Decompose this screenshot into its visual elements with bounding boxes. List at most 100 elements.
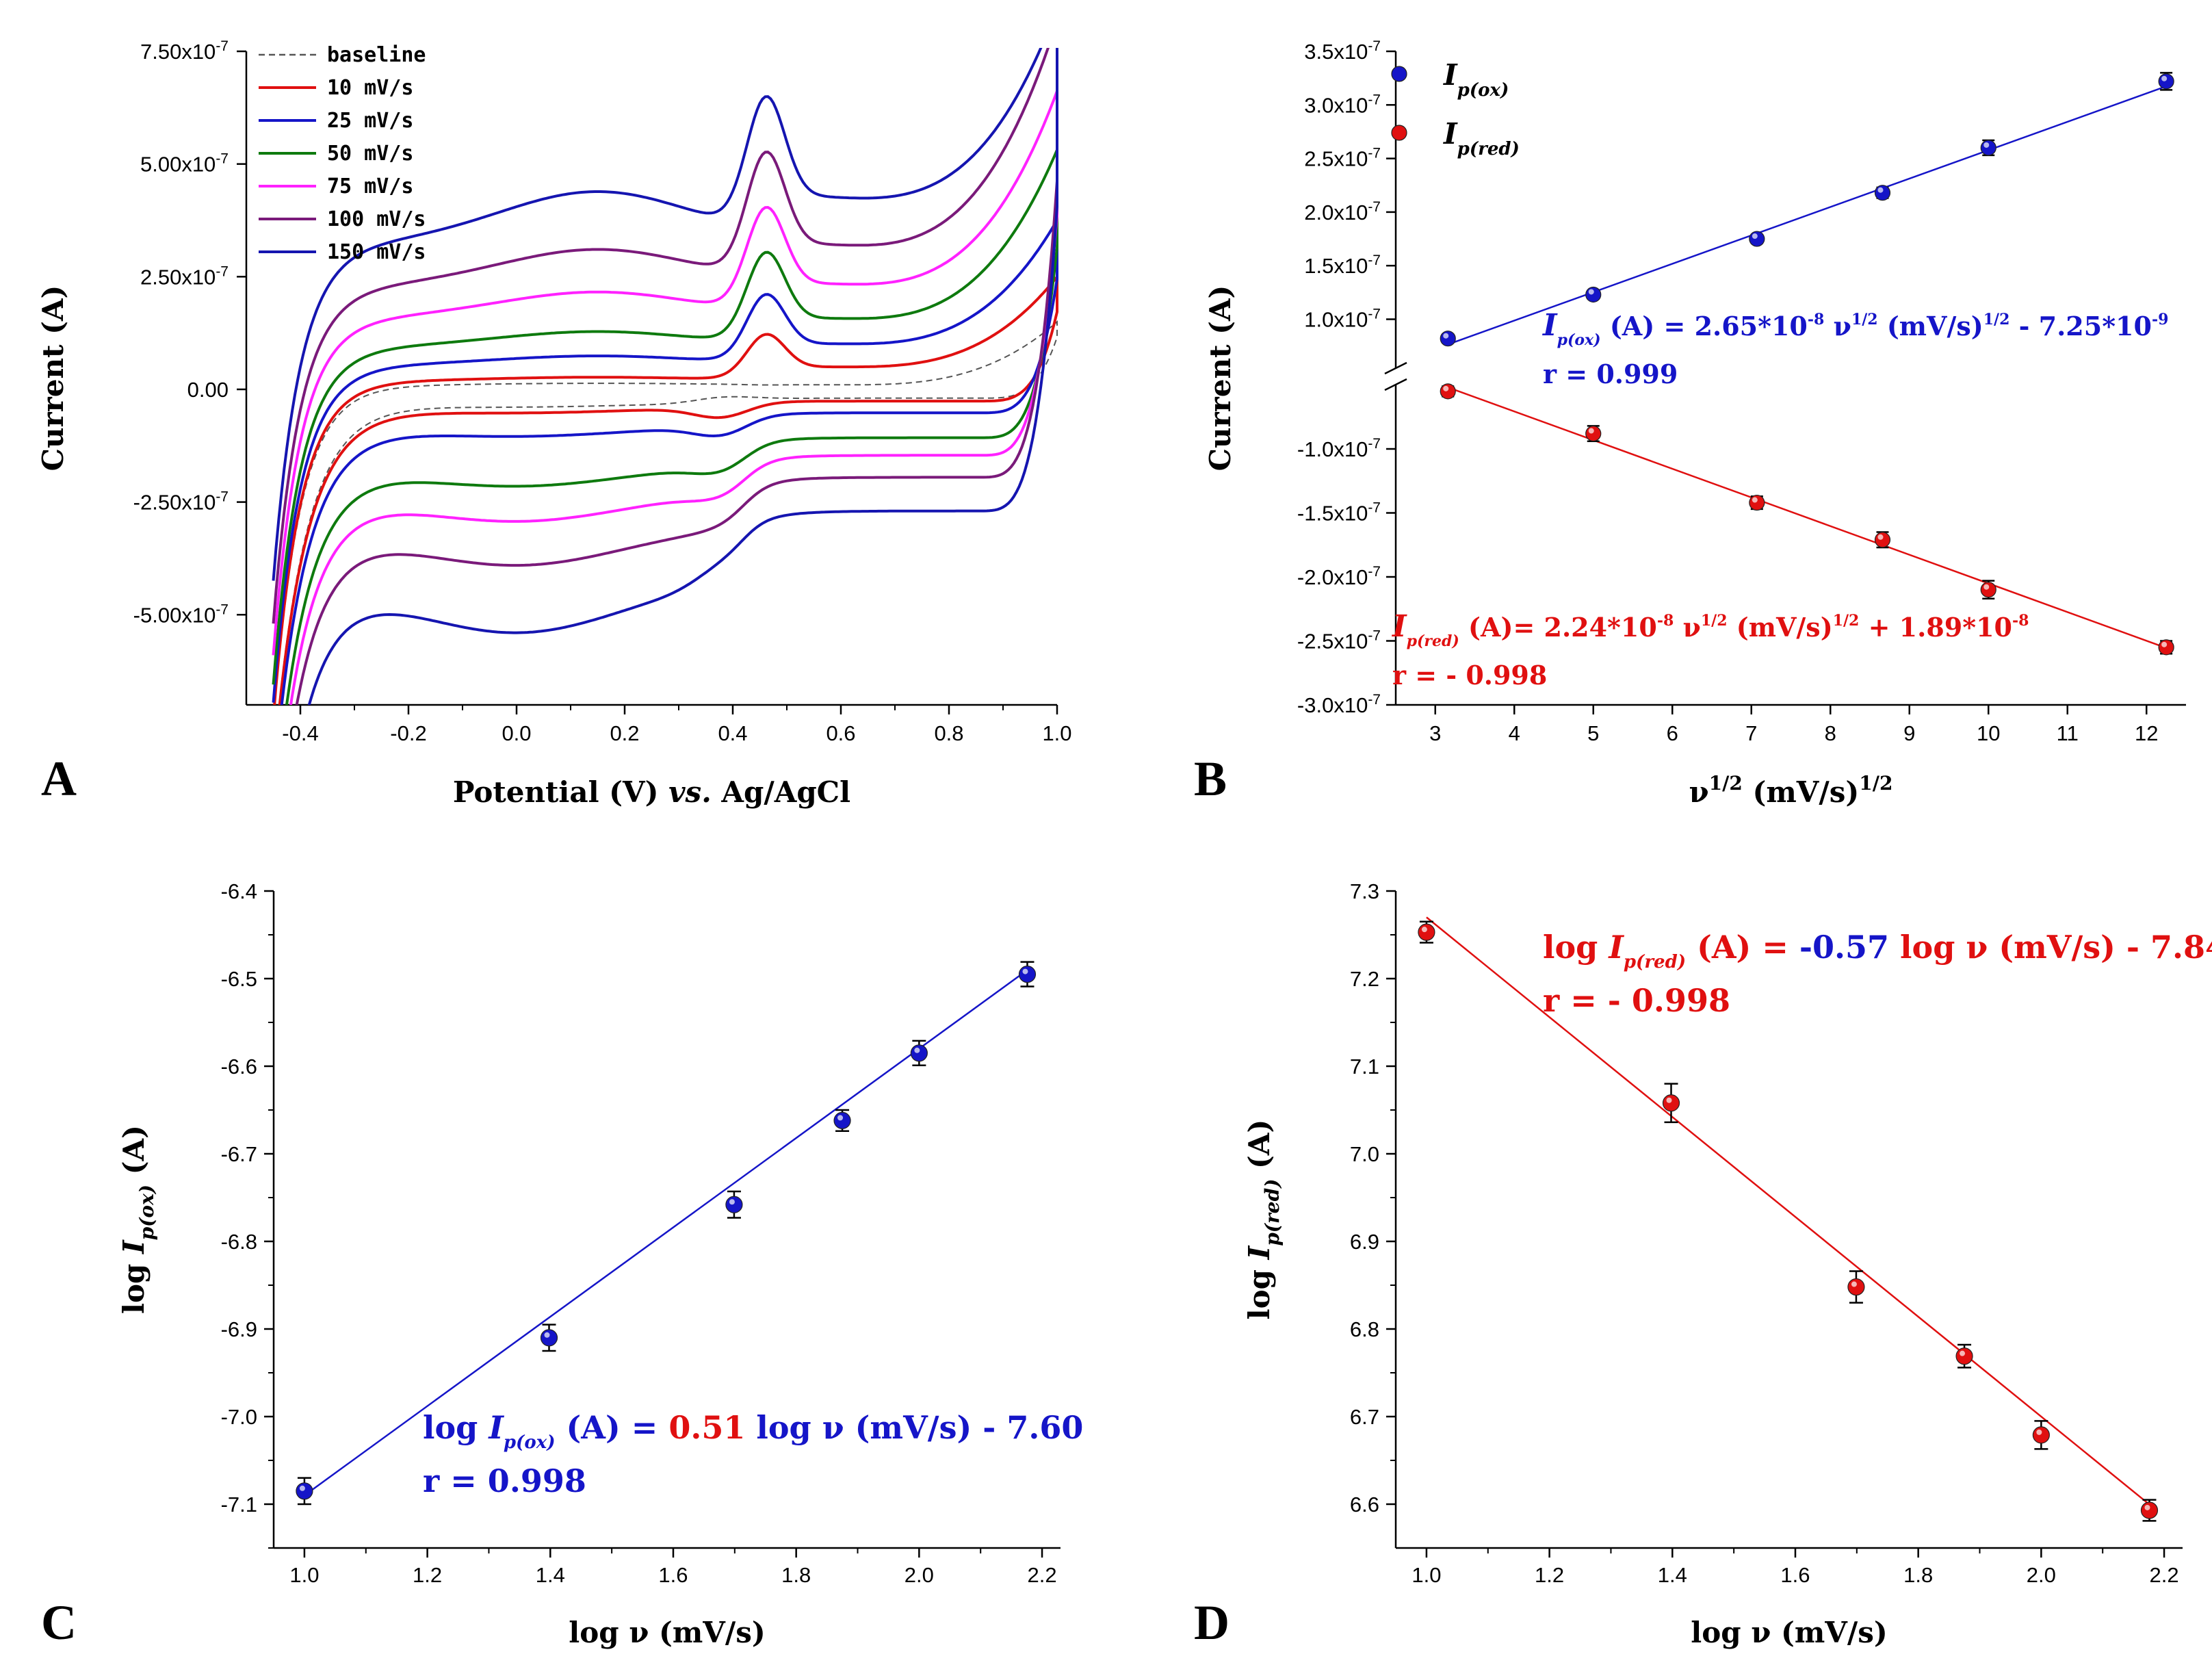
cv-curve-150-mv-s	[272, 48, 1058, 705]
r-value-red: r = - 0.998	[1392, 660, 1547, 690]
y-axis-label: log Ip(ox) (A)	[117, 1125, 158, 1314]
axis-break	[1384, 361, 1407, 375]
data-point-highlight	[2161, 641, 2168, 647]
panel-label-a: A	[41, 751, 77, 806]
data-point-highlight	[1421, 927, 1427, 933]
data-point-highlight	[1588, 428, 1594, 434]
x-tick-label: 0.0	[502, 721, 531, 745]
data-point-highlight	[1960, 1350, 1966, 1356]
x-tick-label: 11	[2057, 721, 2079, 745]
data-point-highlight	[914, 1047, 920, 1053]
data-point	[1585, 286, 1602, 303]
data-point	[1847, 1278, 1865, 1296]
x-tick-label: 5	[1587, 721, 1599, 745]
y-tick-label: 6.9	[1350, 1230, 1379, 1254]
y-tick-label: 6.7	[1350, 1405, 1379, 1429]
r-value-ox: r = 0.999	[1543, 359, 1678, 389]
y-tick-label: 0.00	[187, 378, 229, 402]
data-point-highlight	[1983, 142, 1990, 148]
y-axis-label: Current (A)	[36, 285, 70, 472]
y-tick-label: -5.00x10-7	[133, 602, 229, 627]
x-tick-label: 12	[2135, 721, 2158, 745]
y-tick-label: -7.0	[221, 1405, 257, 1429]
data-point	[910, 1044, 928, 1062]
data-point	[1440, 331, 1456, 347]
data-point	[1440, 383, 1456, 400]
legend-marker	[1391, 125, 1407, 141]
x-tick-label: 2.0	[905, 1563, 934, 1587]
x-tick-label: 9	[1903, 721, 1915, 745]
data-point-highlight	[1877, 187, 1884, 193]
cv-curve-baseline	[274, 320, 1058, 705]
x-tick-label: 0.4	[718, 721, 747, 745]
y-tick-label: -6.5	[221, 967, 257, 991]
y-axis-label: Current (A)	[1203, 285, 1237, 472]
x-tick-label: 2.0	[2027, 1563, 2056, 1587]
x-axis-label: Potential (V) vs. Ag/AgCl	[453, 775, 850, 809]
data-point	[2140, 1501, 2159, 1519]
x-tick-label: 2.2	[1027, 1563, 1056, 1587]
data-point	[1749, 231, 1765, 247]
x-tick-label: 6	[1667, 721, 1678, 745]
y-tick-label: 2.5x10-7	[1304, 146, 1381, 171]
x-tick-label: 1.2	[1535, 1563, 1564, 1587]
data-point	[2158, 73, 2174, 90]
axis-break	[1384, 378, 1407, 391]
y-tick-label: 2.0x10-7	[1304, 199, 1381, 224]
y-tick-label: 7.3	[1350, 879, 1379, 903]
x-tick-label: 3	[1429, 721, 1441, 745]
y-axis-label: log Ip(red) (A)	[1242, 1120, 1284, 1320]
data-point-highlight	[1588, 289, 1594, 295]
y-tick-label: 2.50x10-7	[140, 263, 229, 289]
x-tick-label: 1.6	[658, 1563, 688, 1587]
y-tick-label: -2.0x10-7	[1297, 564, 1381, 589]
legend-label: Ip(ox)	[1443, 58, 1509, 101]
x-tick-label: 4	[1509, 721, 1520, 745]
data-point-highlight	[299, 1485, 305, 1491]
y-tick-label: 1.0x10-7	[1304, 307, 1381, 332]
panel-b: 3 4 5 6 7 8 9 10 11 12 3.5x10-7 3.0x10-7 2.5x10-7 2.0…	[1194, 38, 2186, 809]
x-tick-label: 7	[1745, 721, 1757, 745]
y-tick-label: -1.0x10-7	[1297, 436, 1381, 461]
y-tick-label: -6.9	[221, 1317, 257, 1341]
y-tick-label: -6.8	[221, 1230, 257, 1254]
data-point	[725, 1196, 743, 1213]
x-tick-label: -0.4	[282, 721, 318, 745]
data-point-highlight	[1022, 968, 1028, 975]
y-tick-label: -3.0x10-7	[1297, 692, 1381, 717]
data-point	[833, 1111, 851, 1129]
fit-line	[1426, 916, 2150, 1506]
fit-line	[1447, 386, 2167, 649]
equation-d: log Ip(red) (A) = -0.57 log ν (mV/s) - 7…	[1543, 929, 2212, 972]
x-tick-label: 2.2	[2149, 1563, 2178, 1587]
data-point-highlight	[544, 1332, 550, 1338]
legend-label: 25 mV/s	[327, 109, 413, 133]
x-tick-label: 0.2	[610, 721, 639, 745]
x-tick-label: 1.4	[536, 1563, 565, 1587]
r-value-c: r = 0.998	[423, 1462, 586, 1499]
legend-label: 50 mV/s	[327, 142, 413, 166]
data-point	[1585, 425, 1602, 442]
x-tick-label: 1.4	[1658, 1563, 1687, 1587]
data-point-highlight	[1983, 584, 1990, 590]
data-point-highlight	[2036, 1429, 2042, 1435]
y-tick-label: -2.5x10-7	[1297, 628, 1381, 654]
r-value-d: r = - 0.998	[1543, 982, 1730, 1019]
y-tick-label: 7.50x10-7	[140, 38, 229, 64]
cv-curve-10-mv-s	[273, 272, 1058, 705]
x-tick-label: 1.2	[413, 1563, 442, 1587]
panel-d: 1.0 1.2 1.4 1.6 1.8 2.0 2.2 7.3 7.2 7.1 7.0 6.9 6.8 6…	[1194, 879, 2212, 1650]
panel-label-c: C	[41, 1595, 77, 1650]
y-tick-label: 3.0x10-7	[1304, 92, 1381, 117]
data-point-highlight	[729, 1199, 735, 1205]
data-point-highlight	[837, 1115, 844, 1121]
x-tick-label: 8	[1825, 721, 1836, 745]
data-point-highlight	[2161, 75, 2168, 81]
x-tick-label: 1.8	[781, 1563, 811, 1587]
data-point	[1749, 494, 1765, 511]
x-tick-label: 0.6	[826, 721, 855, 745]
data-point-highlight	[1443, 333, 1449, 339]
x-tick-label: 1.6	[1780, 1563, 1810, 1587]
x-axis-label: log ν (mV/s)	[1691, 1616, 1887, 1649]
y-tick-label: -7.1	[221, 1493, 257, 1516]
